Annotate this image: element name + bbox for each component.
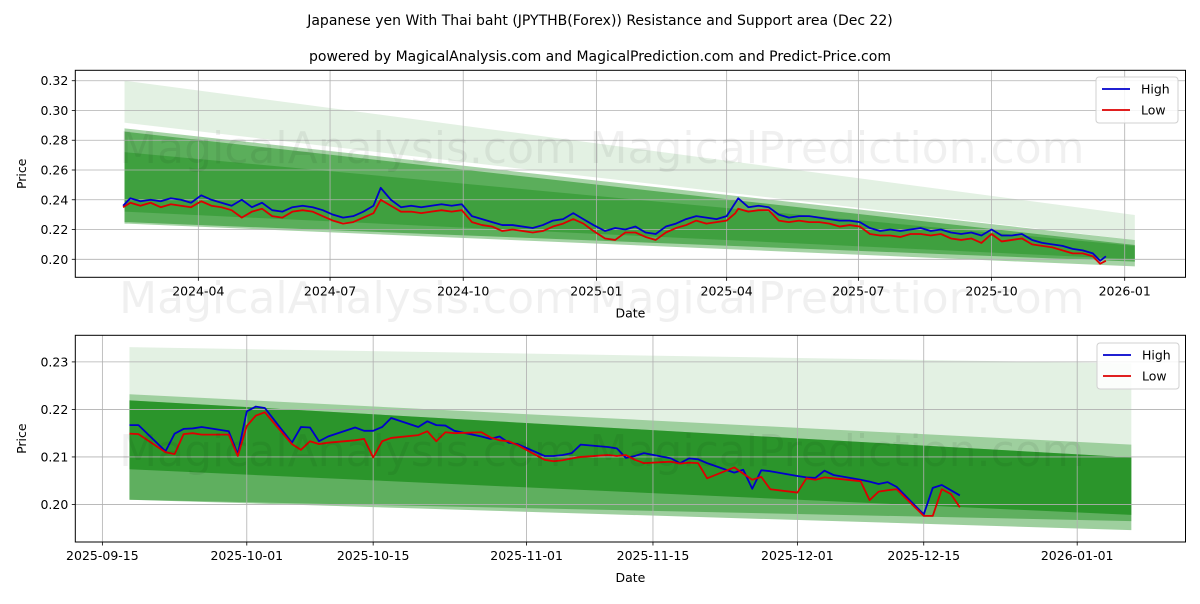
chart-subtitle: powered by MagicalAnalysis.com and Magic…: [309, 49, 891, 65]
y-tick-label: 0.21: [40, 449, 68, 464]
y-tick-label: 0.22: [40, 222, 68, 237]
x-tick-label: 2025-01: [570, 283, 622, 298]
y-tick-label: 0.23: [40, 354, 68, 369]
x-tick-label: 2024-04: [172, 283, 224, 298]
y-tick-label: 0.28: [40, 133, 68, 148]
y-tick-label: 0.30: [40, 103, 68, 118]
x-tick-label: 2025-11-15: [617, 548, 690, 563]
series-line-low: [129, 411, 961, 517]
y-tick-label: 0.20: [40, 497, 68, 512]
legend-label-high: High: [1142, 348, 1171, 363]
x-tick-label: 2026-01-01: [1041, 548, 1114, 563]
x-tick-label: 2025-10-15: [337, 548, 410, 563]
legend: High Low: [1096, 342, 1180, 390]
axes-frame: [74, 334, 1186, 543]
bottom-chart-recent-zoom: 2025-09-15 2025-10-01 2025-10-15 2025-11-01…: [14, 334, 1186, 585]
x-tick-label: 2025-12-15: [887, 548, 960, 563]
watermark-prediction-bottom: MagicalPrediction.com: [590, 426, 1085, 477]
watermark-prediction-top: MagicalPrediction.com: [590, 123, 1085, 174]
chart-title: Japanese yen With Thai baht (JPYTHB(Fore…: [306, 13, 893, 29]
series-line-high: [122, 186, 1107, 262]
legend: High Low: [1095, 76, 1179, 124]
y-tick-label: 0.24: [40, 192, 68, 207]
support-resistance-band: [124, 128, 1135, 267]
legend-label-low: Low: [1141, 103, 1166, 118]
series-line-low: [122, 198, 1107, 265]
x-tick-label: 2025-09-15: [66, 548, 139, 563]
y-tick-label: 0.26: [40, 163, 68, 178]
y-tick-label: 0.32: [40, 73, 68, 88]
support-resistance-band: [124, 152, 1135, 260]
y-tick-label: 0.20: [40, 252, 68, 267]
legend-label-low: Low: [1142, 369, 1167, 384]
x-tick-label: 2026-01: [1099, 283, 1151, 298]
y-axis-label: Price: [14, 423, 29, 454]
x-tick-label: 2024-10: [437, 283, 489, 298]
axes-frame: [74, 69, 1186, 278]
series-line-high: [129, 405, 961, 516]
x-tick-label: 2025-10: [965, 283, 1017, 298]
x-tick-label: 2025-12-01: [761, 548, 834, 563]
watermark-analysis-middle: MagicalAnalysis.com: [119, 273, 577, 324]
top-chart-full-history: 2024-04 2024-07 2024-10 2025-01 2025-04 2025-…: [14, 69, 1186, 320]
y-axis-label: Price: [14, 158, 29, 189]
watermark-prediction-middle: MagicalPrediction.com: [590, 273, 1085, 324]
x-tick-label: 2025-10-01: [210, 548, 283, 563]
watermark-analysis-bottom: MagicalAnalysis.com: [119, 426, 577, 477]
x-axis-label: Date: [615, 305, 645, 320]
x-tick-label: 2025-04: [701, 283, 753, 298]
x-axis-label: Date: [615, 570, 645, 585]
x-tick-label: 2025-11-01: [490, 548, 563, 563]
y-tick-label: 0.22: [40, 402, 68, 417]
x-tick-label: 2024-07: [304, 283, 356, 298]
legend-label-high: High: [1141, 82, 1170, 97]
x-tick-label: 2025-07: [832, 283, 884, 298]
watermark-analysis-top: MagicalAnalysis.com: [119, 123, 577, 174]
